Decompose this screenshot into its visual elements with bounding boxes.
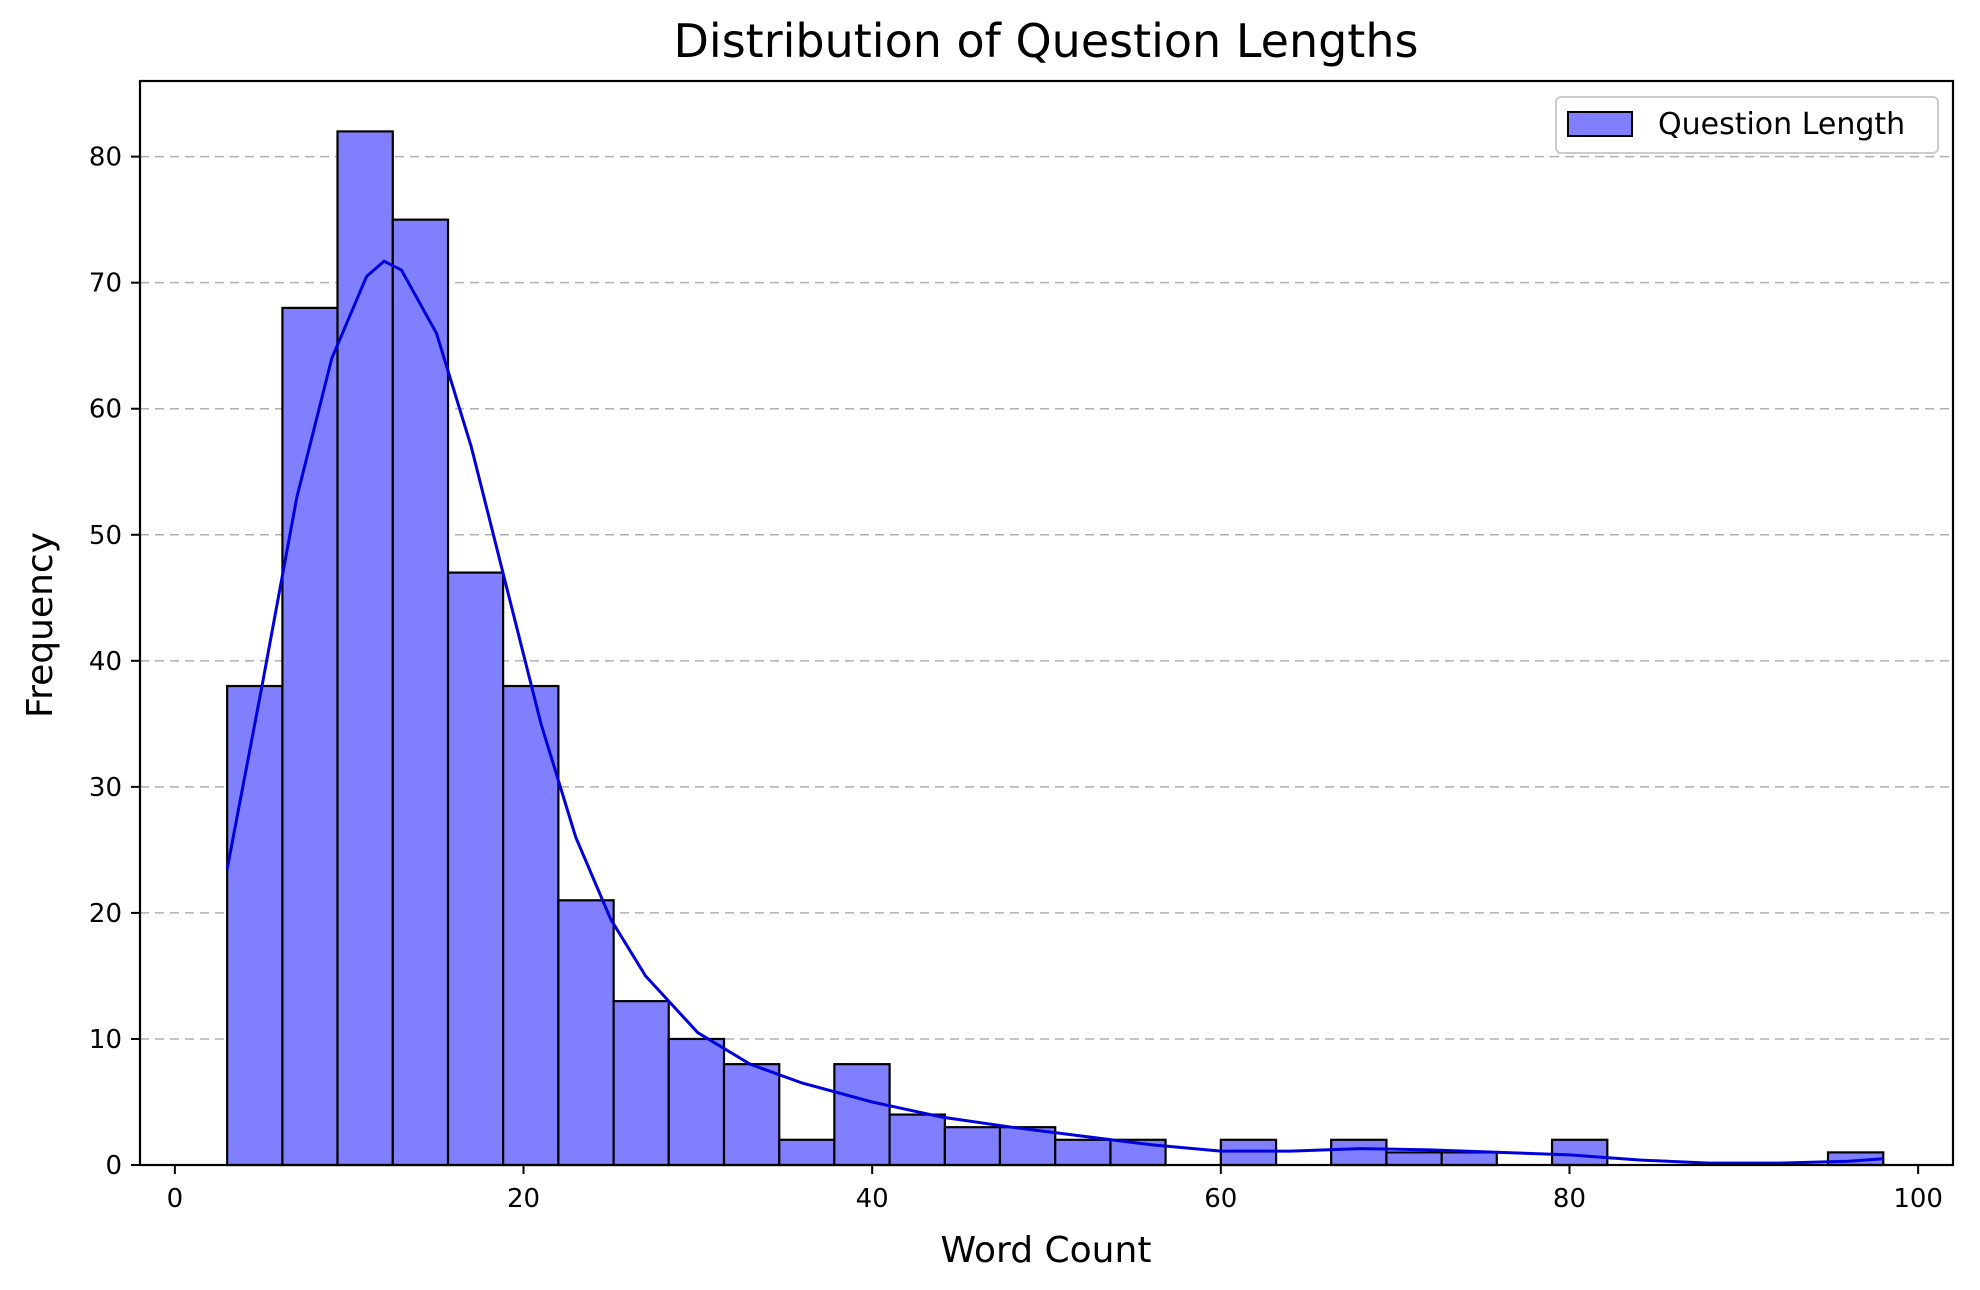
kde-curve-group: [225, 259, 1884, 1165]
histogram-bar: [391, 218, 450, 1167]
histogram-bar: [612, 1000, 670, 1167]
y-axis-label: Frequency: [20, 532, 61, 718]
histogram-bar: [502, 684, 560, 1167]
histogram-bar: [888, 1113, 946, 1167]
y-tick-label: 20: [89, 899, 122, 929]
histogram-bars: [226, 130, 1885, 1167]
chart-title: Distribution of Question Lengths: [674, 14, 1419, 68]
y-axis-ticks: 0 10 20 30 40 50 60 70 80: [89, 143, 140, 1181]
y-tick-label: 10: [89, 1025, 122, 1055]
histogram-bar: [1550, 1138, 1609, 1167]
kde-curve: [225, 259, 1884, 1165]
x-tick-label: 40: [856, 1184, 889, 1214]
histogram-bar: [943, 1126, 1002, 1167]
histogram-bar: [446, 571, 505, 1167]
legend-label: Question Length: [1658, 107, 1905, 142]
histogram-bar: [226, 684, 284, 1167]
histogram-bar: [281, 306, 339, 1167]
y-tick-label: 40: [89, 647, 122, 677]
x-tick-label: 0: [167, 1184, 184, 1214]
histogram-bar: [1330, 1138, 1388, 1167]
histogram-bar: [1054, 1138, 1112, 1167]
histogram-bar: [1385, 1151, 1443, 1167]
x-tick-label: 80: [1553, 1184, 1586, 1214]
histogram-bar: [667, 1037, 726, 1167]
x-tick-label: 100: [1893, 1184, 1943, 1214]
histogram-bar: [778, 1138, 836, 1167]
y-tick-label: 70: [89, 269, 122, 299]
y-tick-label: 50: [89, 521, 122, 551]
x-axis-label: Word Count: [941, 1230, 1152, 1271]
histogram-bar: [336, 130, 394, 1167]
x-tick-label: 20: [507, 1184, 540, 1214]
plot-frame: [138, 79, 1955, 1167]
y-tick-label: 60: [89, 395, 122, 425]
legend-frame: [1555, 96, 1939, 154]
legend-swatch: [1567, 111, 1633, 137]
histogram-bar: [1440, 1151, 1498, 1167]
y-tick-label: 80: [89, 143, 122, 173]
x-tick-label: 60: [1204, 1184, 1237, 1214]
histogram-bar: [833, 1063, 891, 1167]
y-tick-label: 0: [105, 1151, 122, 1181]
x-axis-ticks: 0 20 40 60 80 100: [167, 1165, 1943, 1214]
histogram-bar: [557, 899, 615, 1167]
y-tick-label: 30: [89, 773, 122, 803]
legend: Question Length: [1555, 96, 1939, 154]
histogram-bar: [722, 1063, 781, 1167]
